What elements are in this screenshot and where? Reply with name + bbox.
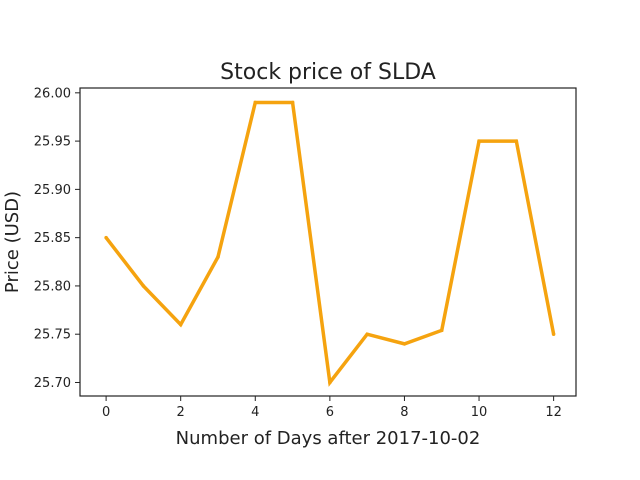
- x-tick-label: 10: [471, 405, 488, 420]
- y-axis-label: Price (USD): [2, 191, 23, 293]
- y-tick-label: 26.00: [34, 86, 71, 101]
- data-point: [104, 235, 108, 240]
- data-point: [216, 255, 220, 259]
- data-point: [365, 332, 369, 336]
- y-tick-label: 25.90: [34, 183, 71, 198]
- plot-frame: [79, 87, 577, 397]
- x-tick-label: 2: [177, 405, 185, 420]
- data-point: [178, 322, 183, 327]
- y-axis-ticks: 25.70 25.75 25.80 25.85 25.90 25.95 26.00: [34, 86, 80, 391]
- plot-area: 0 2 4 6 8 10 12 25.70 25.75 25.80 25.85 25.90 25.95…: [34, 86, 577, 420]
- chart-title: Stock price of SLDA: [220, 60, 436, 85]
- series-layer: [104, 100, 556, 387]
- series-line: [104, 100, 556, 387]
- data-point: [551, 332, 556, 336]
- x-axis-ticks: 0 2 4 6 8 10 12: [102, 396, 562, 420]
- data-point: [253, 100, 258, 105]
- data-point: [328, 380, 332, 385]
- y-tick-label: 25.80: [34, 279, 71, 294]
- data-point: [477, 139, 481, 143]
- x-tick-label: 4: [251, 405, 259, 420]
- data-point: [439, 328, 444, 333]
- x-tick-label: 12: [545, 405, 562, 420]
- y-tick-label: 25.85: [34, 231, 71, 246]
- x-tick-label: 0: [102, 405, 110, 420]
- x-axis-label: Number of Days after 2017-10-02: [176, 428, 481, 449]
- y-tick-label: 25.95: [34, 135, 71, 150]
- data-point: [402, 342, 407, 346]
- data-point: [514, 139, 519, 143]
- data-point: [290, 100, 295, 105]
- x-tick-label: 6: [326, 405, 334, 420]
- y-tick-label: 25.75: [34, 328, 71, 343]
- x-tick-label: 8: [400, 405, 408, 420]
- y-tick-label: 25.70: [34, 376, 71, 391]
- data-point: [141, 284, 146, 288]
